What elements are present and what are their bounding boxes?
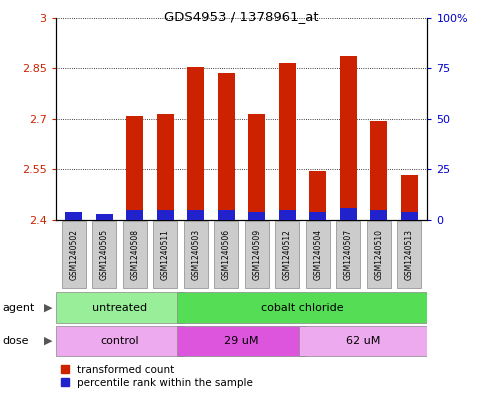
Bar xyxy=(248,114,265,220)
Bar xyxy=(66,215,82,220)
Bar xyxy=(275,221,299,288)
Bar xyxy=(92,221,116,288)
Text: GSM1240508: GSM1240508 xyxy=(130,229,139,280)
Bar xyxy=(218,73,235,220)
Bar xyxy=(187,210,204,220)
Text: control: control xyxy=(100,336,139,346)
Text: cobalt chloride: cobalt chloride xyxy=(261,303,344,312)
Text: GSM1240502: GSM1240502 xyxy=(70,229,78,280)
Bar xyxy=(127,210,143,220)
Text: ▶: ▶ xyxy=(44,336,53,346)
Bar xyxy=(184,221,208,288)
Text: 62 uM: 62 uM xyxy=(346,336,381,346)
Text: GDS4953 / 1378961_at: GDS4953 / 1378961_at xyxy=(164,10,319,23)
Text: dose: dose xyxy=(2,336,29,346)
Bar xyxy=(248,212,265,220)
Text: GSM1240513: GSM1240513 xyxy=(405,229,413,280)
Bar xyxy=(279,63,296,220)
Bar xyxy=(370,121,387,220)
Bar xyxy=(401,174,417,220)
Bar xyxy=(340,57,356,220)
Bar xyxy=(123,221,147,288)
Text: ▶: ▶ xyxy=(44,303,53,312)
Bar xyxy=(214,221,238,288)
Text: GSM1240507: GSM1240507 xyxy=(344,229,353,280)
Bar xyxy=(96,214,113,220)
Bar xyxy=(56,292,184,323)
Text: GSM1240511: GSM1240511 xyxy=(161,229,170,280)
Text: GSM1240506: GSM1240506 xyxy=(222,229,231,280)
Text: GSM1240510: GSM1240510 xyxy=(374,229,383,280)
Bar xyxy=(401,212,417,220)
Bar xyxy=(62,221,85,288)
Legend: transformed count, percentile rank within the sample: transformed count, percentile rank withi… xyxy=(61,365,253,388)
Bar xyxy=(157,210,174,220)
Text: agent: agent xyxy=(2,303,35,312)
Bar xyxy=(340,208,356,220)
Bar xyxy=(367,221,391,288)
Bar xyxy=(279,210,296,220)
Bar xyxy=(218,210,235,220)
Bar xyxy=(336,221,360,288)
Bar xyxy=(157,114,174,220)
Text: GSM1240504: GSM1240504 xyxy=(313,229,322,280)
Text: untreated: untreated xyxy=(92,303,147,312)
Bar xyxy=(309,171,326,220)
Bar xyxy=(66,212,82,220)
Bar xyxy=(177,326,306,356)
Bar xyxy=(299,326,427,356)
Bar xyxy=(309,212,326,220)
Bar xyxy=(127,116,143,220)
Bar xyxy=(177,292,427,323)
Bar xyxy=(370,210,387,220)
Bar xyxy=(96,215,113,220)
Text: GSM1240503: GSM1240503 xyxy=(191,229,200,280)
Bar xyxy=(187,66,204,220)
Text: GSM1240505: GSM1240505 xyxy=(100,229,109,280)
Bar xyxy=(306,221,329,288)
Bar xyxy=(154,221,177,288)
Bar xyxy=(398,221,421,288)
Text: GSM1240509: GSM1240509 xyxy=(252,229,261,280)
Bar xyxy=(245,221,269,288)
Bar xyxy=(56,326,184,356)
Text: GSM1240512: GSM1240512 xyxy=(283,229,292,280)
Text: 29 uM: 29 uM xyxy=(224,336,259,346)
